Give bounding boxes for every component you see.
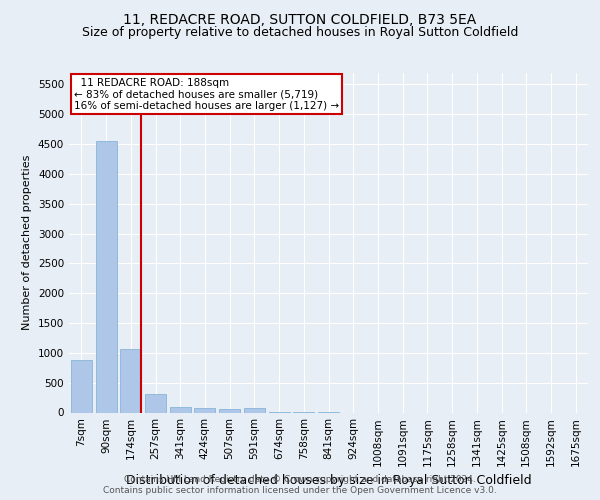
Text: Contains public sector information licensed under the Open Government Licence v3: Contains public sector information licen… bbox=[103, 486, 497, 495]
Bar bbox=[71, 360, 92, 412]
Bar bbox=[95, 141, 116, 412]
Bar bbox=[120, 350, 141, 412]
Text: 11 REDACRE ROAD: 188sqm
← 83% of detached houses are smaller (5,719)
16% of semi: 11 REDACRE ROAD: 188sqm ← 83% of detache… bbox=[74, 78, 340, 111]
Bar bbox=[219, 409, 240, 412]
Bar bbox=[194, 408, 215, 412]
Text: Contains HM Land Registry data © Crown copyright and database right 2024.: Contains HM Land Registry data © Crown c… bbox=[124, 475, 476, 484]
Text: 11, REDACRE ROAD, SUTTON COLDFIELD, B73 5EA: 11, REDACRE ROAD, SUTTON COLDFIELD, B73 … bbox=[124, 12, 476, 26]
Bar bbox=[145, 394, 166, 412]
Y-axis label: Number of detached properties: Number of detached properties bbox=[22, 155, 32, 330]
Bar bbox=[170, 407, 191, 412]
Text: Size of property relative to detached houses in Royal Sutton Coldfield: Size of property relative to detached ho… bbox=[82, 26, 518, 39]
X-axis label: Distribution of detached houses by size in Royal Sutton Coldfield: Distribution of detached houses by size … bbox=[125, 474, 532, 488]
Bar bbox=[244, 408, 265, 412]
